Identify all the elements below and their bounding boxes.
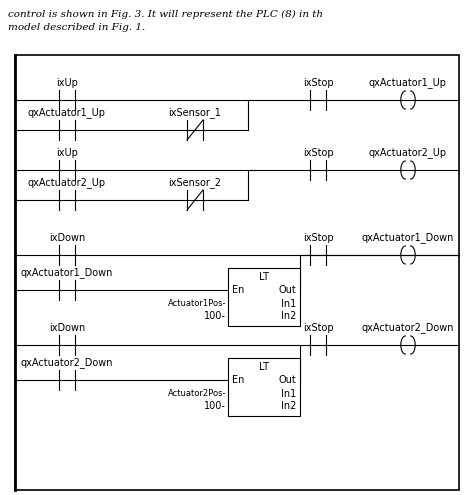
- Text: ixUp: ixUp: [56, 148, 78, 158]
- Text: qxActuator1_Up: qxActuator1_Up: [28, 107, 106, 118]
- Text: In2: In2: [281, 311, 296, 321]
- Text: qxActuator2_Up: qxActuator2_Up: [369, 147, 447, 158]
- Text: In1: In1: [281, 389, 296, 399]
- Text: qxActuator2_Down: qxActuator2_Down: [21, 357, 113, 368]
- Text: ixStop: ixStop: [303, 148, 333, 158]
- Text: En: En: [232, 285, 245, 295]
- Text: ixDown: ixDown: [49, 323, 85, 333]
- Text: ixUp: ixUp: [56, 78, 78, 88]
- Text: ixStop: ixStop: [303, 323, 333, 333]
- Text: In1: In1: [281, 299, 296, 309]
- Text: ixSensor_1: ixSensor_1: [169, 107, 221, 118]
- Text: In2: In2: [281, 401, 296, 411]
- Text: 100-: 100-: [204, 311, 226, 321]
- Text: qxActuator1_Up: qxActuator1_Up: [369, 77, 447, 88]
- Text: Actuator2Pos-: Actuator2Pos-: [167, 390, 226, 398]
- Bar: [228, 358, 300, 416]
- Text: ixDown: ixDown: [49, 233, 85, 243]
- Text: 100-: 100-: [204, 401, 226, 411]
- Text: ixSensor_2: ixSensor_2: [168, 177, 221, 188]
- Bar: [228, 268, 300, 326]
- Text: LT: LT: [259, 272, 269, 282]
- Bar: [15, 55, 459, 490]
- Text: qxActuator2_Down: qxActuator2_Down: [362, 322, 454, 333]
- Text: LT: LT: [259, 362, 269, 372]
- Text: control is shown in Fig. 3. It will represent the PLC (8) in th: control is shown in Fig. 3. It will repr…: [8, 10, 323, 19]
- Text: ixStop: ixStop: [303, 78, 333, 88]
- Text: qxActuator1_Down: qxActuator1_Down: [362, 232, 454, 243]
- Text: Actuator1Pos-: Actuator1Pos-: [167, 299, 226, 308]
- Text: En: En: [232, 375, 245, 385]
- Text: model described in Fig. 1.: model described in Fig. 1.: [8, 23, 145, 32]
- Text: Out: Out: [278, 375, 296, 385]
- Text: qxActuator1_Down: qxActuator1_Down: [21, 267, 113, 278]
- Text: ixStop: ixStop: [303, 233, 333, 243]
- Text: Out: Out: [278, 285, 296, 295]
- Text: qxActuator2_Up: qxActuator2_Up: [28, 177, 106, 188]
